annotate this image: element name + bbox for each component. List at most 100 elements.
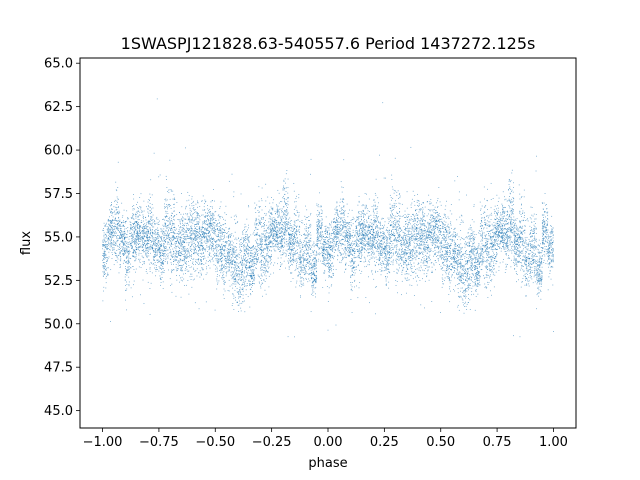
data-point [172,235,174,236]
data-point [185,239,187,241]
data-point [343,159,345,161]
data-point [119,230,120,232]
data-point [291,220,293,221]
data-point [226,236,228,238]
data-point [210,224,212,226]
data-point [527,269,529,271]
data-point [159,261,161,263]
data-point [280,231,282,233]
data-point [543,243,545,245]
data-point [139,241,141,242]
data-point [216,226,218,227]
data-point [526,271,528,273]
data-point [209,217,211,219]
data-point [373,234,374,236]
data-point [545,226,547,228]
data-point [511,222,513,224]
data-point [531,230,533,232]
data-point [226,273,227,275]
data-point [427,247,428,249]
data-point [315,262,317,264]
data-point [501,231,503,233]
data-point [464,244,466,246]
data-point [342,228,343,230]
data-point [103,245,105,247]
data-point [304,244,306,246]
data-point [199,236,201,237]
data-point [415,252,417,254]
data-point [236,255,238,257]
data-point [540,291,542,292]
data-point [310,237,312,239]
data-point [402,269,404,271]
data-point [344,248,346,250]
data-point [312,244,314,246]
data-point [125,299,126,301]
data-point [245,249,247,251]
data-point [329,237,331,239]
data-point [322,260,324,262]
data-point [466,263,468,265]
data-point [194,209,196,210]
data-point [200,272,202,274]
data-point [537,274,539,276]
data-point [506,245,508,247]
data-point [391,233,393,235]
data-point [407,277,408,279]
data-point [472,242,474,244]
data-point [346,236,348,238]
data-point [183,228,185,230]
data-point [172,269,174,271]
data-point [474,269,475,271]
data-point [375,208,377,210]
data-point [215,258,217,260]
data-point [298,194,300,195]
data-point [431,301,433,302]
data-point [515,260,517,261]
data-point [325,233,327,235]
data-point [277,222,279,224]
data-point [314,279,315,281]
data-point [315,259,317,261]
data-point [328,262,330,264]
data-point [157,248,159,250]
data-point [227,290,229,291]
data-point [491,241,493,243]
data-point [380,236,382,238]
data-point [498,233,500,234]
data-point [493,232,494,234]
data-point [452,252,454,254]
data-point [493,231,495,233]
data-point [213,248,215,250]
data-point [287,227,289,229]
data-point [400,258,401,260]
data-point [439,221,440,223]
data-point [143,226,145,228]
data-point [149,271,151,272]
data-point [233,297,235,299]
data-point [157,244,159,246]
data-point [552,232,553,234]
data-point [229,244,230,246]
data-point [200,231,202,233]
data-point [213,219,215,221]
data-point [549,251,551,253]
data-point [138,240,140,241]
data-point [143,230,145,231]
data-point [459,278,461,280]
data-point [254,230,255,231]
data-point [182,280,183,282]
data-point [234,279,235,280]
data-point [204,240,206,242]
data-point [277,189,279,191]
data-point [214,225,216,227]
data-point [307,281,309,283]
data-point [139,211,141,213]
data-point [170,243,172,245]
data-point [174,215,175,217]
data-point [436,221,438,223]
data-point [203,255,205,257]
data-point [311,285,312,287]
data-point [489,247,491,249]
